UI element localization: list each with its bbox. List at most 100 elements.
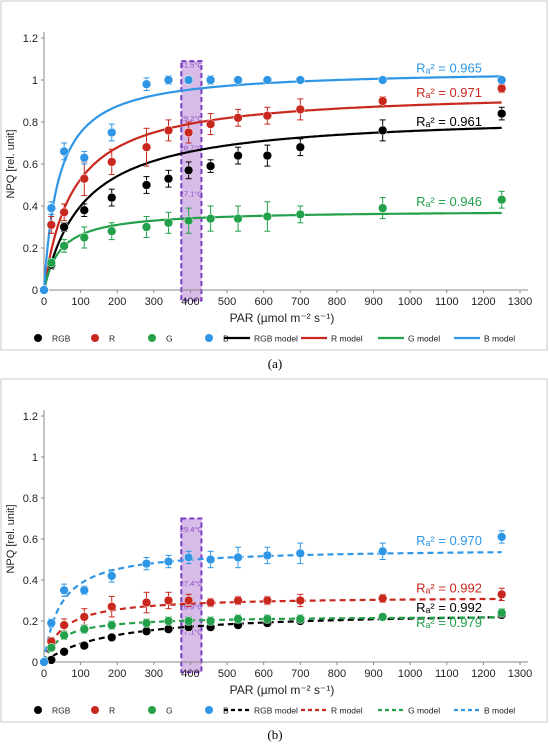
b-data-point-b xyxy=(141,558,152,569)
b-temperature-highlight-box xyxy=(180,517,203,674)
a-data-point-rgb xyxy=(497,108,507,119)
b-data-point-g xyxy=(262,614,273,624)
a-data-point-rgb xyxy=(79,205,89,215)
b-data-point-rgb xyxy=(141,626,152,636)
b-y-tick-label: 0 xyxy=(32,657,38,669)
a-legend-marker-r xyxy=(91,334,99,342)
a-y-tick-label: 0.6 xyxy=(23,159,38,171)
b-x-tick-label: 1000 xyxy=(398,668,422,680)
b-data-point-r xyxy=(295,595,305,606)
a-data-point-r xyxy=(59,207,69,217)
a-data-point-rgb xyxy=(378,125,388,136)
a-legend-label: R model xyxy=(331,334,363,344)
a-temperature-label: 29.2°C xyxy=(180,114,204,123)
b-data-point-b xyxy=(59,585,69,595)
a-x-tick-label: 0 xyxy=(41,296,47,308)
b-data-point-rgb xyxy=(107,632,117,643)
a-data-point-r xyxy=(183,127,194,138)
b-data-point-r xyxy=(233,595,243,606)
b-data-point-b xyxy=(79,585,89,595)
a-data-point-r xyxy=(378,96,388,106)
b-data-point-b xyxy=(295,548,305,559)
a-data-point-rgb xyxy=(233,150,243,161)
b-y-axis-title: NPQ [rel. unit] xyxy=(5,504,17,573)
a-x-tick-label: 700 xyxy=(291,296,309,308)
b-data-point-g xyxy=(59,630,69,641)
b-legend-label: R model xyxy=(331,706,363,716)
a-model-curve-g xyxy=(42,211,502,291)
a-x-tick-label: 300 xyxy=(145,296,163,308)
a-x-tick-label: 400 xyxy=(181,296,199,308)
a-legend-marker-g xyxy=(148,334,156,342)
b-x-tick-label: 300 xyxy=(145,668,163,680)
a-legend-label: R xyxy=(109,334,115,344)
b-data-point-rgb xyxy=(79,640,89,651)
a-legend-label: G model xyxy=(408,334,440,344)
b-data-point-g xyxy=(233,614,243,624)
a-legend-label: B model xyxy=(484,334,515,344)
a-x-tick-label: 900 xyxy=(364,296,382,308)
a-data-point-g xyxy=(233,213,243,224)
a-data-point-b xyxy=(46,203,56,213)
b-data-point-g xyxy=(141,618,152,628)
b-data-point-b xyxy=(378,546,388,556)
a-data-point-b xyxy=(141,79,152,89)
a-data-point-g xyxy=(295,209,305,220)
a-data-point-b xyxy=(295,75,305,85)
b-data-point-g xyxy=(107,620,117,630)
b-data-point-g xyxy=(46,643,56,653)
a-data-point-g xyxy=(59,241,69,251)
a-temperature-label: 28.7°C xyxy=(180,143,204,152)
b-data-point-r xyxy=(497,589,507,600)
b-x-tick-label: 100 xyxy=(71,668,89,680)
a-data-point-g xyxy=(497,195,507,205)
a-data-point-b xyxy=(183,75,194,85)
a-data-point-rgb xyxy=(107,192,117,203)
b-r2-label-g: Rₐ² = 0.979 xyxy=(416,615,482,630)
chart-b-svg: 0 0.2 0.4 0.6 0.8 1 1.2 0 100 200 300 400 500 600 700 8… xyxy=(0,378,548,723)
b-y-tick-label: 0.4 xyxy=(23,575,38,587)
a-temperature-highlight-box xyxy=(180,60,203,302)
b-data-point-b xyxy=(46,618,56,628)
a-data-point-rgb xyxy=(141,180,152,190)
a-y-tick-label: 1.2 xyxy=(23,33,38,45)
b-data-point-r xyxy=(79,612,89,622)
b-x-tick-label: 800 xyxy=(328,668,346,680)
a-legend-label: RGB model xyxy=(254,334,298,344)
b-data-point-g xyxy=(295,614,305,624)
b-legend-label: G xyxy=(166,706,173,716)
a-x-axis-title: PAR (µmol m⁻² s⁻¹) xyxy=(230,311,335,325)
a-x-tick-label: 800 xyxy=(328,296,346,308)
b-legend-label: G model xyxy=(408,706,440,716)
b-temperature-label: 29.4°C xyxy=(180,525,204,534)
b-data-point-g xyxy=(378,612,388,622)
a-chart-frame xyxy=(0,0,548,351)
a-data-point-r xyxy=(79,174,89,184)
a-data-point-b xyxy=(233,75,243,85)
b-y-tick-label: 0.2 xyxy=(23,616,38,628)
b-model-curve-b xyxy=(42,551,502,663)
b-data-point-b xyxy=(262,550,273,561)
b-data-point-g xyxy=(205,616,216,626)
a-r2-label-b: Rₐ² = 0.965 xyxy=(416,61,482,76)
a-data-point-r xyxy=(163,125,174,136)
a-data-point-g xyxy=(46,258,56,268)
a-x-tick-label: 100 xyxy=(71,296,89,308)
a-data-point-b xyxy=(79,153,89,163)
b-model-curve-rgb xyxy=(43,616,502,663)
b-x-tick-label: 1200 xyxy=(471,668,495,680)
a-legend-marker-b xyxy=(205,334,213,342)
b-r2-label-rgb: Rₐ² = 0.992 xyxy=(416,600,482,615)
a-temperature-label: 27.1°C xyxy=(180,190,204,199)
b-temperature-label: 27.4°C xyxy=(180,579,204,588)
b-chart-frame xyxy=(0,378,548,723)
b-r2-label-b: Rₐ² = 0.970 xyxy=(416,533,482,548)
b-model-curve-r xyxy=(42,597,502,663)
a-data-point-rgb xyxy=(205,161,216,171)
b-y-tick-label: 1.2 xyxy=(23,411,38,423)
a-data-point-r xyxy=(262,111,273,121)
b-x-tick-label: 900 xyxy=(364,668,382,680)
a-data-point-r xyxy=(107,157,117,167)
b-x-tick-label: 1300 xyxy=(508,668,532,680)
b-legend-marker-rgb xyxy=(34,706,42,714)
